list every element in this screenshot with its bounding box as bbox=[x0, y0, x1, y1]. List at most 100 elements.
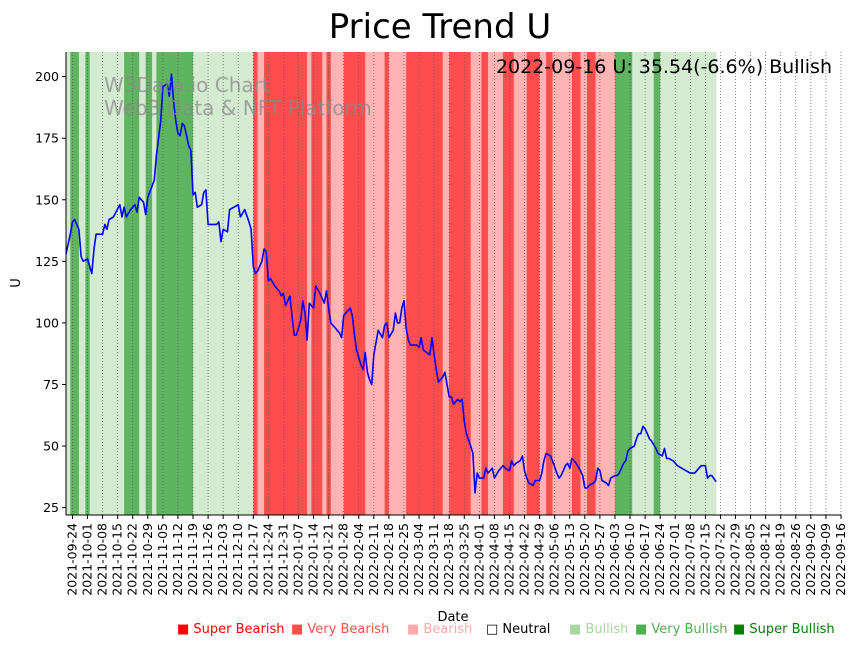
x-tick-label: 2022-03-25 bbox=[456, 523, 471, 596]
x-tick-label: 2021-10-29 bbox=[140, 523, 155, 596]
x-tick-label: 2021-09-24 bbox=[64, 523, 79, 596]
y-tick-label: 175 bbox=[35, 131, 59, 146]
regime-band-bearish bbox=[580, 52, 588, 515]
regime-band-bearish bbox=[330, 52, 345, 515]
y-tick-label: 200 bbox=[35, 69, 59, 84]
x-tick-label: 2022-03-18 bbox=[441, 523, 456, 596]
x-tick-label: 2022-03-11 bbox=[426, 523, 441, 596]
regime-band-very_bullish bbox=[653, 52, 661, 515]
regime-band-very_bearish bbox=[356, 52, 366, 515]
x-tick-label: 2022-06-24 bbox=[652, 523, 667, 596]
y-tick-label: 100 bbox=[35, 315, 59, 330]
regime-band-bearish bbox=[487, 52, 504, 515]
watermark-line: Web3 Data & NFT Platform bbox=[104, 96, 372, 120]
regime-band-very_bearish bbox=[571, 52, 581, 515]
regime-band-very_bearish bbox=[264, 52, 291, 515]
regime-band-very_bearish bbox=[453, 52, 472, 515]
x-tick-label: 2022-05-13 bbox=[562, 523, 577, 596]
x-tick-label: 2022-09-02 bbox=[803, 523, 818, 596]
legend: ■ Super Bearish ■ Very Bearish ■ Bearish □ … bbox=[177, 622, 835, 637]
x-tick-label: 2021-10-15 bbox=[110, 523, 125, 596]
price-line-group bbox=[65, 73, 717, 494]
legend-item-super-bullish: ■ Super Bullish bbox=[733, 622, 835, 637]
regime-band-bullish bbox=[152, 52, 157, 515]
x-tick-label: 2022-06-03 bbox=[607, 523, 622, 596]
regime-band-very_bearish bbox=[481, 52, 489, 515]
x-tick-label: 2022-08-19 bbox=[773, 523, 788, 596]
x-tick-label: 2022-02-04 bbox=[351, 523, 366, 596]
x-tick-label: 2021-10-01 bbox=[80, 523, 95, 596]
x-tick-label: 2022-02-18 bbox=[381, 523, 396, 596]
x-axis-label: Date bbox=[437, 610, 468, 625]
legend-item-bullish: ■ Bullish bbox=[569, 622, 628, 637]
y-tick-label: 50 bbox=[43, 439, 59, 454]
x-tick-label: 2022-07-29 bbox=[728, 523, 743, 596]
regime-band-bearish bbox=[552, 52, 573, 515]
regime-band-very_bullish bbox=[145, 52, 153, 515]
x-tick-label: 2022-05-06 bbox=[547, 523, 562, 596]
regime-band-bullish bbox=[193, 52, 207, 515]
y-axis-label: U bbox=[9, 278, 24, 288]
x-tick-label: 2022-03-04 bbox=[411, 523, 426, 596]
x-tick-label: 2022-04-08 bbox=[486, 523, 501, 596]
regime-band-bullish bbox=[205, 52, 220, 515]
x-tick-label: 2021-11-26 bbox=[200, 523, 215, 596]
x-tick-label: 2021-11-12 bbox=[170, 523, 185, 596]
regime-band-very_bearish bbox=[406, 52, 424, 515]
regime-band-bullish bbox=[632, 52, 655, 515]
regime-band-bearish bbox=[539, 52, 547, 515]
price-annotation: 2022-09-16 U: 35.54(-6.6%) Bullish bbox=[496, 56, 832, 78]
regime-band-very_bearish bbox=[423, 52, 444, 515]
x-tick-label: 2022-05-20 bbox=[577, 523, 592, 596]
legend-item-very-bearish: ■ Very Bearish bbox=[291, 622, 389, 637]
y-tick-label: 75 bbox=[43, 377, 59, 392]
regime-band-very_bearish bbox=[503, 52, 515, 515]
x-tick-label: 2022-09-16 bbox=[833, 523, 848, 596]
regime-band-bearish bbox=[470, 52, 482, 515]
regime-band-very_bullish bbox=[614, 52, 627, 515]
x-tick-label: 2021-10-22 bbox=[125, 523, 140, 596]
regime-band-very_bullish bbox=[124, 52, 140, 515]
regime-band-very_bearish bbox=[526, 52, 540, 515]
regime-bands bbox=[66, 52, 717, 515]
regime-band-bullish bbox=[660, 52, 670, 515]
regime-band-very_bullish bbox=[156, 52, 174, 515]
x-tick-label: 2022-08-12 bbox=[758, 523, 773, 596]
x-tick-label: 2022-07-01 bbox=[667, 523, 682, 596]
price-line-U bbox=[65, 73, 717, 494]
x-tick-label: 2022-01-07 bbox=[291, 523, 306, 596]
x-tick-label: 2022-08-26 bbox=[788, 523, 803, 596]
regime-band-bearish bbox=[388, 52, 407, 515]
x-tick-label: 2022-02-25 bbox=[396, 523, 411, 596]
regime-band-bullish bbox=[668, 52, 717, 515]
x-tick-label: 2021-10-08 bbox=[95, 523, 110, 596]
x-tick-label: 2022-01-14 bbox=[306, 523, 321, 596]
regime-band-bearish bbox=[257, 52, 265, 515]
x-tick-label: 2021-11-05 bbox=[155, 523, 170, 596]
legend-item-very-bullish: ■ Very Bullish bbox=[635, 622, 727, 637]
x-tick-label: 2022-02-11 bbox=[366, 523, 381, 596]
regime-band-bullish bbox=[89, 52, 125, 515]
x-tick-label: 2022-05-27 bbox=[592, 523, 607, 596]
regime-band-bullish bbox=[218, 52, 254, 515]
x-tick-label: 2022-08-05 bbox=[743, 523, 758, 596]
x-tick-label: 2022-04-15 bbox=[501, 523, 516, 596]
regime-band-very_bullish bbox=[70, 52, 80, 515]
regime-band-bearish bbox=[307, 52, 312, 515]
regime-band-bullish bbox=[78, 52, 86, 515]
x-tick-label: 2022-09-09 bbox=[818, 523, 833, 596]
regime-band-bearish bbox=[322, 52, 327, 515]
x-tick-label: 2021-11-19 bbox=[185, 523, 200, 596]
vertical-gridlines bbox=[72, 52, 842, 515]
y-tick-label: 150 bbox=[35, 192, 59, 207]
x-tick-label: 2021-12-03 bbox=[215, 523, 230, 596]
x-tick-label: 2022-07-08 bbox=[682, 523, 697, 596]
axes bbox=[65, 52, 841, 516]
x-tick-label: 2022-01-28 bbox=[336, 523, 351, 596]
regime-band-very_bearish bbox=[384, 52, 390, 515]
x-tick-label: 2022-01-21 bbox=[321, 523, 336, 596]
regime-band-bearish bbox=[378, 52, 385, 515]
